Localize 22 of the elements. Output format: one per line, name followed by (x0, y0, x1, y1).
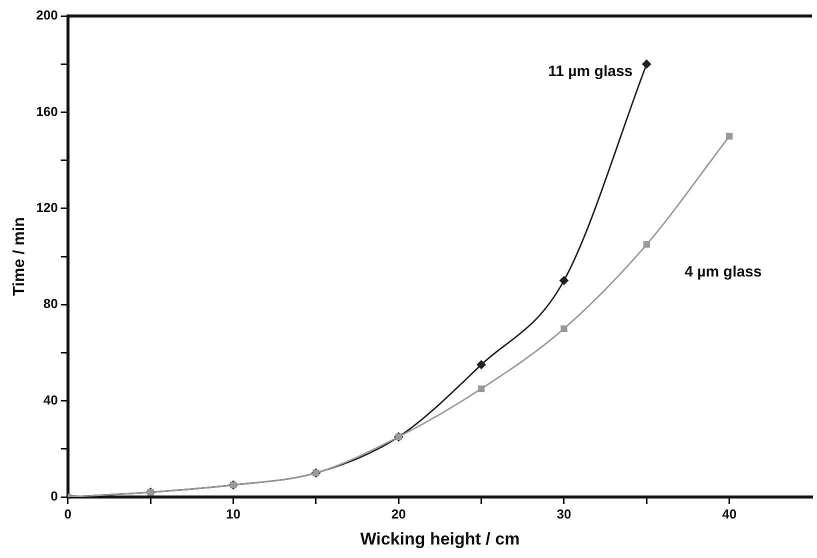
point (560, 325, 568, 332)
x-tick-label: 30 (556, 506, 572, 522)
point (478, 385, 485, 392)
series-label: 11 µm glass (548, 63, 633, 80)
point (726, 132, 733, 140)
x-tick-label: 0 (64, 506, 72, 522)
y-tick-label: 80 (43, 296, 58, 312)
x-tick-label: 20 (391, 506, 406, 522)
y-tick-label: 40 (43, 392, 58, 408)
y-axis-title: Time / min (11, 217, 28, 296)
x-axis-title: Wicking height / cm (360, 529, 520, 548)
point (476, 360, 486, 370)
y-tick-label: 120 (36, 200, 58, 215)
x-tick-label: 10 (226, 506, 240, 522)
point (643, 241, 650, 248)
point (642, 60, 652, 69)
y-tick-label: 0 (50, 488, 58, 504)
point (559, 276, 568, 286)
y-tick-label: 200 (36, 8, 58, 23)
y-tick-label: 160 (36, 104, 58, 119)
text: 4 µm glass (684, 264, 762, 281)
x-tick-label: 40 (722, 506, 737, 522)
